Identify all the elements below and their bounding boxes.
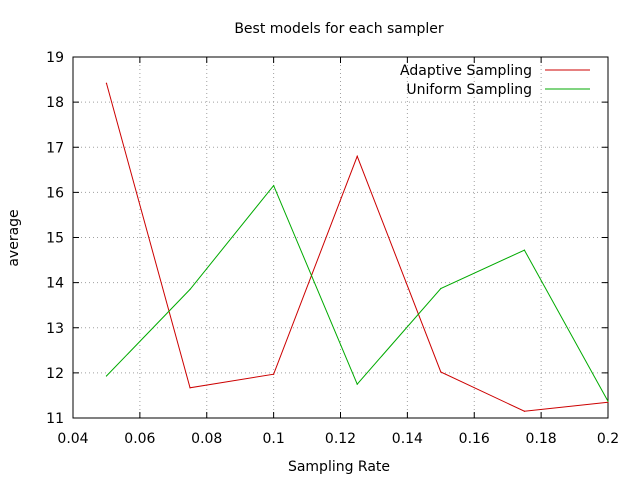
x-tick-label: 0.04 bbox=[57, 431, 88, 447]
legend-label-2: Uniform Sampling bbox=[406, 82, 532, 98]
x-tick-label: 0.14 bbox=[392, 431, 423, 447]
chart-title: Best models for each sampler bbox=[234, 21, 444, 37]
x-tick-label: 0.18 bbox=[526, 431, 557, 447]
y-tick-label: 16 bbox=[46, 185, 64, 201]
y-tick-label: 11 bbox=[46, 411, 64, 427]
y-tick-label: 12 bbox=[46, 366, 64, 382]
data-point bbox=[273, 185, 275, 187]
data-point bbox=[105, 82, 108, 84]
y-tick-label: 17 bbox=[46, 140, 64, 156]
y-tick-label: 13 bbox=[46, 321, 64, 337]
data-point bbox=[356, 155, 358, 157]
x-tick-label: 0.06 bbox=[124, 431, 155, 447]
y-tick-labels: 11 12 13 14 15 16 17 18 19 bbox=[46, 50, 64, 427]
x-tick-labels: 0.04 0.06 0.08 0.1 0.12 0.14 0.16 0.18 0.2 bbox=[57, 431, 619, 447]
data-series bbox=[105, 82, 609, 412]
y-tick-label: 14 bbox=[46, 276, 64, 292]
y-tick-label: 15 bbox=[46, 231, 64, 247]
axes bbox=[72, 56, 609, 419]
legend-label-1: Adaptive Sampling bbox=[400, 63, 532, 79]
x-tick-label: 0.1 bbox=[262, 431, 284, 447]
y-axis-label: average bbox=[6, 209, 22, 266]
data-point bbox=[607, 401, 609, 403]
data-point bbox=[440, 371, 442, 373]
data-point bbox=[273, 373, 275, 375]
y-tick-label: 18 bbox=[46, 95, 64, 111]
data-point bbox=[105, 375, 108, 377]
x-tick-label: 0.12 bbox=[325, 431, 356, 447]
y-tick-label: 19 bbox=[46, 50, 64, 66]
legend: Adaptive Sampling Uniform Sampling bbox=[400, 63, 590, 98]
data-point bbox=[356, 383, 358, 385]
x-tick-label: 0.2 bbox=[597, 431, 619, 447]
data-point bbox=[523, 410, 526, 412]
data-point bbox=[607, 400, 609, 402]
data-point bbox=[189, 288, 191, 290]
x-tick-label: 0.08 bbox=[191, 431, 222, 447]
x-tick-label: 0.16 bbox=[459, 431, 490, 447]
data-point bbox=[523, 249, 526, 251]
grid-lines bbox=[73, 57, 608, 418]
data-point bbox=[189, 387, 191, 389]
x-axis-label: Sampling Rate bbox=[288, 459, 390, 475]
data-point bbox=[440, 287, 442, 290]
